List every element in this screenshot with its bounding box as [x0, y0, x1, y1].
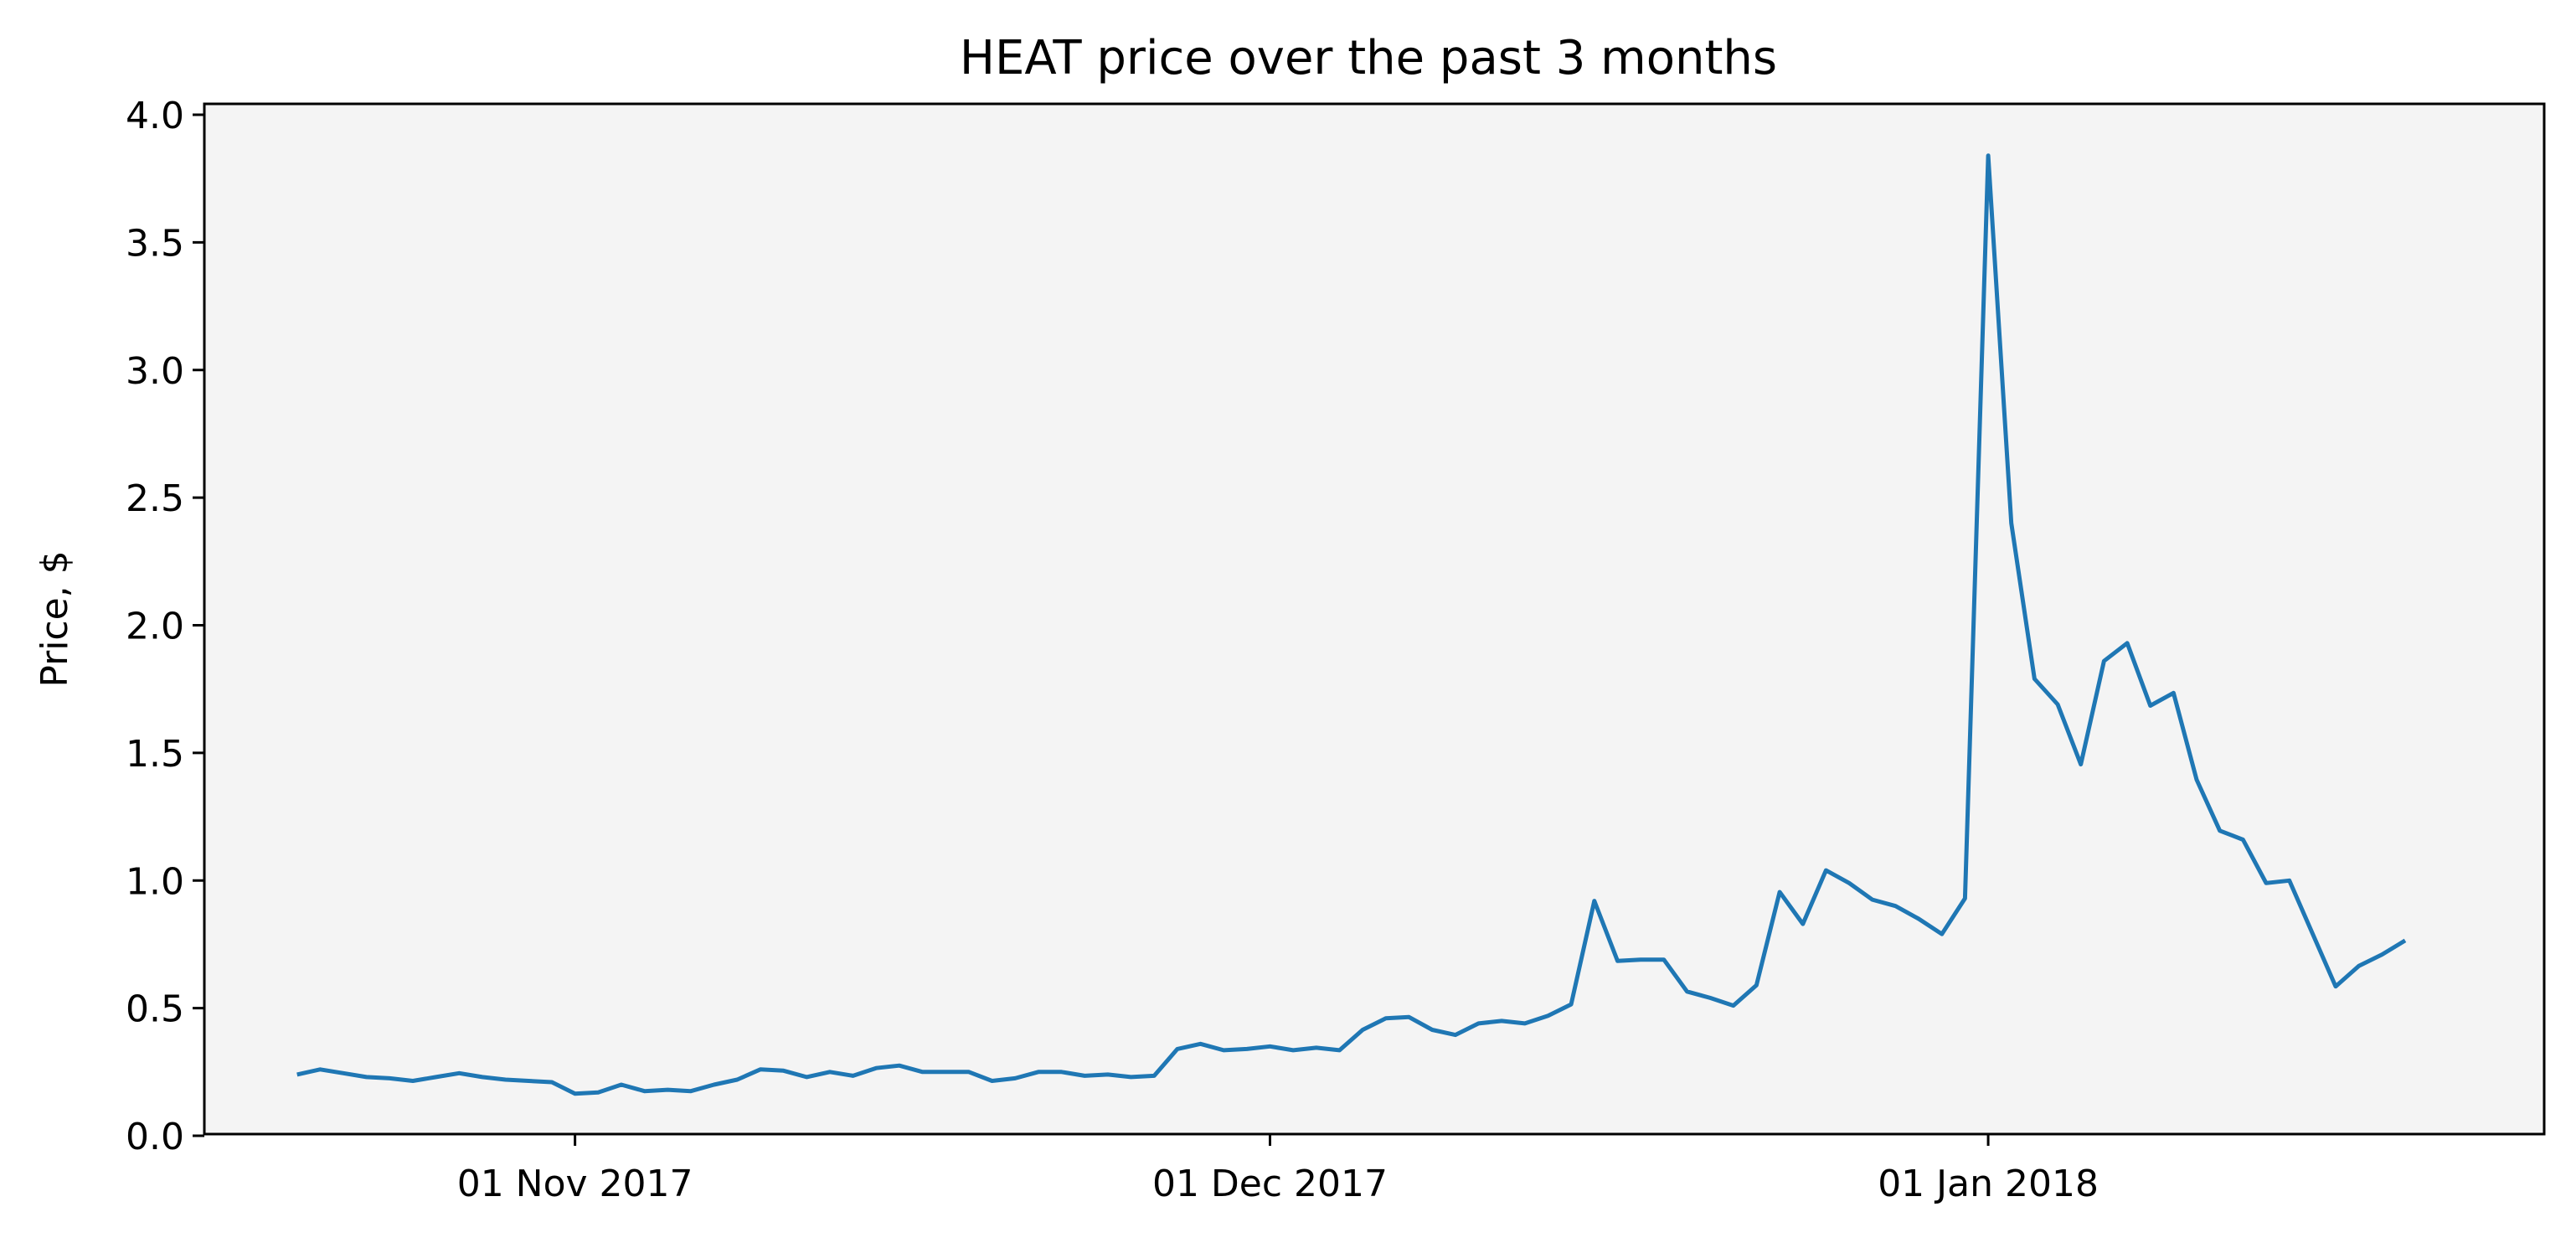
y-tick-label: 2.0 — [126, 606, 184, 648]
plot-frame — [203, 102, 2546, 1136]
y-tick-label: 1.5 — [126, 733, 184, 776]
y-tick-label: 1.0 — [126, 860, 184, 903]
plot-background — [204, 104, 2544, 1134]
y-axis-ticks: 0.0 0.5 1.0 1.5 2.0 2.5 3.0 3.5 4.0 — [126, 95, 204, 1158]
x-axis-ticks: 01 Nov 2017 01 Dec 2017 01 Jan 2018 — [457, 1134, 2099, 1205]
y-tick-label: 3.5 — [126, 222, 184, 265]
series-layer — [296, 153, 2407, 1096]
y-tick-label: 0.0 — [126, 1116, 184, 1158]
y-tick-label: 0.5 — [126, 988, 184, 1031]
y-axis-label: Price, $ — [33, 550, 76, 687]
y-tick-label: 4.0 — [126, 95, 184, 137]
series-line — [296, 153, 2407, 1096]
chart-title: HEAT price over the past 3 months — [960, 31, 1777, 85]
y-tick-label: 2.5 — [126, 477, 184, 520]
y-tick-label: 3.0 — [126, 350, 184, 393]
x-tick-label: 01 Dec 2017 — [1152, 1163, 1388, 1205]
x-tick-label: 01 Nov 2017 — [457, 1163, 693, 1205]
x-tick-label: 01 Jan 2018 — [1878, 1163, 2099, 1205]
